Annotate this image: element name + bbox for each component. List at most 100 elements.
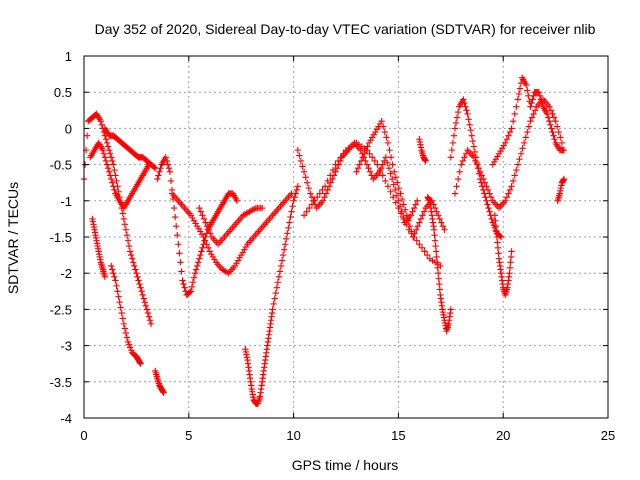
data-point [551,136,558,143]
data-point [506,270,513,277]
y-tick-label: -0.5 [50,158,72,173]
data-point [451,190,459,197]
data-point [164,161,172,168]
data-point [120,215,128,223]
data-point [511,172,518,179]
y-tick-label: -3 [60,339,72,354]
data-point [482,193,489,201]
data-point [195,225,202,233]
data-point [453,183,460,190]
data-point [513,103,520,110]
data-point [283,235,290,243]
data-point [236,254,243,262]
data-point [327,172,334,179]
data-point [473,161,481,168]
data-point [353,168,360,176]
data-point [333,165,341,172]
data-point [131,262,138,270]
data-point [101,154,109,161]
data-point [104,143,112,150]
data-point [146,317,154,324]
data-point [166,168,174,176]
data-point [241,246,248,253]
data-point [278,257,286,264]
data-point [108,262,115,270]
data-point [193,222,201,230]
data-point [522,134,529,141]
data-point [414,197,421,204]
data-point [83,132,91,139]
data-point [329,166,337,174]
data-point [449,139,457,147]
data-point [233,197,241,204]
data-point [116,298,123,306]
data-point [470,154,478,161]
data-point [110,183,117,190]
data-point [275,273,283,281]
data-point [491,158,498,166]
y-tick-label: -3.5 [50,375,72,390]
data-point [272,289,279,297]
data-point [186,289,194,296]
data-point [492,222,500,230]
data-point [137,284,144,291]
data-point [181,284,188,291]
data-point [363,161,371,168]
data-point [478,172,485,179]
data-point [483,197,490,204]
data-point [113,177,120,185]
data-point [337,154,344,161]
data-point [448,146,456,154]
data-point [447,154,454,161]
data-point [110,161,117,168]
data-point [324,177,331,185]
data-point [201,237,209,244]
data-point [99,146,107,154]
data-point [486,190,493,197]
data-point [394,179,401,186]
data-point [403,212,410,219]
data-point [420,208,428,215]
data-point [173,222,180,230]
data-point [141,298,148,306]
data-point [546,103,553,110]
data-point [121,325,129,332]
data-point [421,248,428,255]
data-point [451,125,459,132]
data-point [393,192,401,199]
data-point [389,161,396,168]
data-point [483,183,490,190]
data-point [280,246,288,253]
data-point [142,302,150,309]
data-point [199,244,206,252]
data-point [538,99,546,107]
data-point [424,251,431,259]
data-point [297,157,305,165]
data-point [208,250,215,258]
data-point [204,244,212,252]
series-s17 [451,96,566,212]
data-point [361,150,368,157]
data-point [376,166,384,174]
data-point [441,226,448,233]
data-point [463,107,470,114]
data-point [492,217,499,224]
data-point [175,241,182,248]
data-point [516,85,524,92]
data-point [467,127,474,134]
data-point [304,179,311,186]
data-point [387,154,395,161]
data-point [395,184,403,192]
data-point [505,190,512,197]
data-point [487,193,495,201]
data-point [136,280,143,288]
data-point [303,208,310,215]
data-point [560,175,568,183]
data-point [302,174,309,181]
data-point [100,150,108,157]
data-point [434,264,441,271]
data-point [523,81,530,89]
data-point [200,233,207,241]
data-point [200,215,208,223]
